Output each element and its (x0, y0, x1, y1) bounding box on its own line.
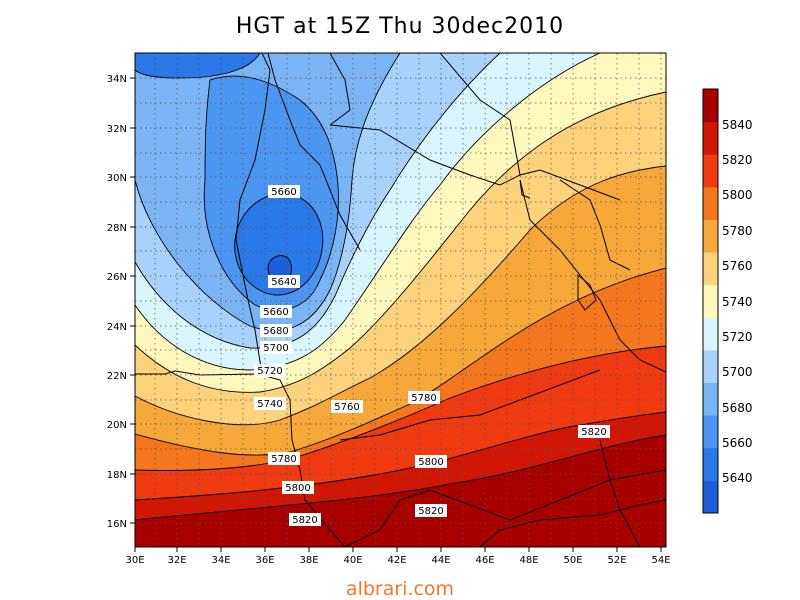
chart-title: HGT at 15Z Thu 30dec2010 (235, 14, 565, 39)
x-tick-label: 50E (563, 555, 582, 566)
colorbar-label: 5840 (722, 118, 753, 132)
colorbar-swatch (703, 89, 718, 123)
x-tick-label: 42E (387, 555, 406, 566)
colorbar-swatches (703, 89, 718, 514)
y-tick-label: 28N (107, 223, 127, 234)
contour-label: 5820 (292, 515, 317, 526)
colorbar-swatch (703, 382, 718, 416)
colorbar-label: 5700 (722, 365, 753, 379)
y-tick-label: 20N (107, 420, 127, 431)
x-tick-label: 32E (167, 555, 186, 566)
band-5620 (234, 193, 323, 296)
contour-label: 5720 (257, 366, 282, 377)
contour-label: 5760 (334, 402, 359, 413)
contour-label: 5660 (263, 307, 288, 318)
colorbar-label: 5640 (722, 471, 753, 485)
colorbar-label: 5780 (722, 224, 753, 238)
colorbar-label: 5820 (722, 153, 753, 167)
coastlines (135, 53, 666, 547)
colorbar-label: 5760 (722, 259, 753, 273)
y-tick-label: 26N (107, 272, 127, 283)
colorbar-swatch (703, 480, 718, 514)
colorbar-swatch (703, 284, 718, 318)
contour-label: 5700 (263, 343, 288, 354)
y-tick-label: 16N (107, 519, 127, 530)
colorbar-swatch (703, 219, 718, 253)
contour-label: 5820 (418, 506, 443, 517)
x-tick-labels: 30E 32E 34E 36E 38E 40E 42E 44E 46E 48E … (125, 555, 670, 566)
x-tick-label: 40E (343, 555, 362, 566)
x-tick-label: 46E (475, 555, 494, 566)
y-tick-label: 24N (107, 322, 127, 333)
x-tick-label: 52E (607, 555, 626, 566)
lat-lon-grid (135, 53, 666, 547)
y-tick-label: 22N (107, 371, 127, 382)
contour-label: 5740 (257, 399, 282, 410)
colorbar-label: 5660 (722, 436, 753, 450)
y-tick-labels: 34N 32N 30N 28N 26N 24N 22N 20N 18N 16N (107, 74, 127, 530)
contour-label: 5780 (271, 454, 296, 465)
colorbar-swatch (703, 252, 718, 286)
colorbar-frame (702, 88, 719, 514)
contour-label: 5640 (271, 277, 296, 288)
contour-label: 5680 (263, 326, 288, 337)
colorbar-label: 5800 (722, 188, 753, 202)
colorbar-swatch (703, 447, 718, 481)
x-tick-label: 36E (255, 555, 274, 566)
colorbar: 5640 5660 5680 5700 5720 5740 5760 5780 … (702, 88, 753, 514)
y-tick-label: 32N (107, 124, 127, 135)
colorbar-labels: 5640 5660 5680 5700 5720 5740 5760 5780 … (722, 118, 753, 485)
site-watermark: albrari.com (345, 578, 455, 600)
y-tick-label: 30N (107, 173, 127, 184)
x-tick-label: 30E (125, 555, 144, 566)
contour-label: 5800 (285, 483, 310, 494)
contour-label: 5780 (411, 393, 436, 404)
axis-ticks (130, 77, 662, 552)
map-frame (134, 52, 667, 548)
contour-label: 5800 (418, 457, 443, 468)
colorbar-label: 5720 (722, 330, 753, 344)
contour-labels: 5660 5640 5660 5680 5700 5720 5740 5760 … (254, 185, 610, 526)
colorbar-swatch (703, 349, 718, 384)
colorbar-swatch (703, 154, 718, 188)
x-tick-label: 38E (299, 555, 318, 566)
contour-label: 5660 (271, 187, 296, 198)
contour-label: 5820 (581, 427, 606, 438)
contour-lines (135, 53, 666, 521)
filled-contours: 5660 5640 5660 5680 5700 5720 5740 5760 … (135, 53, 666, 547)
band-north-low (135, 53, 260, 78)
y-tick-label: 18N (107, 470, 127, 481)
y-tick-label: 34N (107, 74, 127, 85)
colorbar-swatch (703, 186, 718, 220)
colorbar-label: 5740 (722, 295, 753, 309)
colorbar-swatch (703, 415, 718, 449)
colorbar-label: 5680 (722, 401, 753, 415)
x-tick-label: 34E (211, 555, 230, 566)
x-tick-label: 54E (651, 555, 670, 566)
x-tick-label: 44E (431, 555, 450, 566)
x-tick-label: 48E (519, 555, 538, 566)
colorbar-swatch (703, 317, 718, 351)
colorbar-swatch (703, 121, 718, 155)
